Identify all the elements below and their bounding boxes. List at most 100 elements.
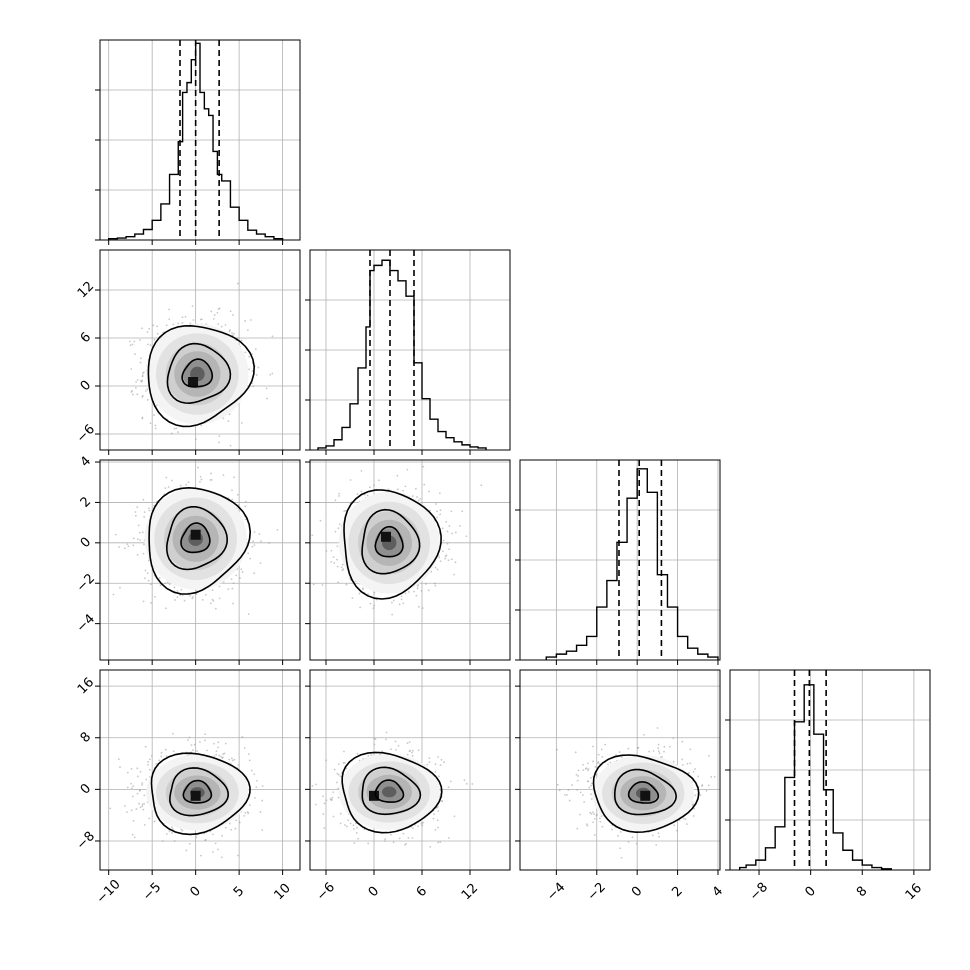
sample-point <box>209 478 212 481</box>
sample-point <box>255 374 258 376</box>
sample-point <box>201 598 204 601</box>
sample-point <box>141 784 143 786</box>
sample-point <box>229 329 231 332</box>
sample-point <box>471 783 474 785</box>
scatter-panel-0-3 <box>95 669 301 875</box>
sample-point <box>315 783 318 786</box>
sample-point <box>268 542 271 544</box>
sample-point <box>142 552 145 555</box>
sample-point <box>168 583 171 586</box>
scatter-inner <box>100 670 300 870</box>
sample-point <box>179 594 182 597</box>
sample-point <box>259 562 262 565</box>
sample-point <box>172 750 175 753</box>
sample-point <box>241 570 244 573</box>
sample-point <box>658 752 661 755</box>
sample-point <box>346 825 348 828</box>
sample-point <box>434 763 437 766</box>
sample-point <box>223 752 226 755</box>
sample-point <box>155 475 157 477</box>
sample-point <box>231 489 233 492</box>
sample-point <box>428 490 431 493</box>
sample-point <box>368 486 371 489</box>
sample-point <box>404 485 407 488</box>
sample-point <box>230 828 233 831</box>
sample-point <box>148 768 151 771</box>
sample-point <box>139 806 142 809</box>
sample-point <box>436 510 439 513</box>
sample-point <box>312 583 315 586</box>
sample-point <box>155 404 158 407</box>
scatter-panel-2-3 <box>515 669 721 875</box>
sample-point <box>419 497 422 500</box>
sample-point <box>227 588 230 591</box>
sample-point <box>402 489 405 492</box>
sample-point <box>240 422 243 424</box>
sample-point <box>266 397 268 400</box>
sample-point <box>171 831 174 834</box>
sample-point <box>195 593 198 595</box>
sample-point <box>619 831 622 833</box>
sample-point <box>433 813 436 816</box>
sample-point <box>355 832 358 834</box>
sample-point <box>339 812 342 815</box>
sample-point <box>164 607 167 610</box>
sample-point <box>168 830 171 833</box>
sample-point <box>356 752 359 755</box>
sample-point <box>211 833 214 836</box>
sample-point <box>237 282 239 285</box>
sample-point <box>442 550 444 553</box>
sample-point <box>345 767 348 770</box>
contour-line-1 <box>169 767 230 817</box>
sample-point <box>220 856 223 859</box>
sample-point <box>153 595 156 598</box>
sample-point <box>408 750 411 753</box>
sample-point <box>134 353 136 356</box>
sample-point <box>609 761 612 764</box>
sample-point <box>224 742 227 745</box>
sample-point <box>691 804 694 807</box>
sample-point <box>144 390 147 392</box>
sample-point <box>332 791 335 794</box>
sample-point <box>249 319 252 321</box>
sample-point <box>384 840 386 843</box>
sample-point <box>218 754 221 757</box>
sample-point <box>344 824 346 826</box>
sample-point <box>191 305 194 308</box>
contour-line-1 <box>361 766 422 816</box>
sample-point <box>224 826 227 829</box>
sample-point <box>136 792 139 795</box>
sample-point <box>165 755 168 758</box>
sample-point <box>214 607 217 610</box>
sample-point <box>173 427 176 430</box>
contour-line-0 <box>182 779 213 804</box>
sample-point <box>139 539 141 542</box>
sample-point <box>234 827 237 830</box>
sample-point <box>158 577 161 579</box>
sample-point <box>119 766 121 768</box>
sample-point <box>182 466 184 468</box>
sample-point <box>349 479 352 481</box>
sample-point <box>131 795 134 798</box>
contour-line-0 <box>181 358 214 388</box>
sample-point <box>334 499 337 502</box>
sample-point <box>441 800 444 802</box>
sample-point <box>211 598 214 601</box>
sample-point <box>330 798 333 801</box>
sample-point <box>171 479 173 482</box>
sample-point <box>437 826 439 829</box>
sample-point <box>176 590 179 592</box>
sample-point <box>114 533 117 536</box>
sample-point <box>357 837 360 840</box>
sample-point <box>134 514 137 517</box>
sample-point <box>141 531 144 534</box>
sample-point <box>311 534 314 537</box>
sample-point <box>244 505 247 508</box>
sample-point <box>265 387 268 390</box>
sample-point <box>373 604 376 607</box>
sample-point <box>135 808 138 810</box>
sample-point <box>258 533 261 535</box>
panel-frame <box>519 459 721 661</box>
sample-point <box>367 755 370 757</box>
sample-point <box>411 749 414 752</box>
